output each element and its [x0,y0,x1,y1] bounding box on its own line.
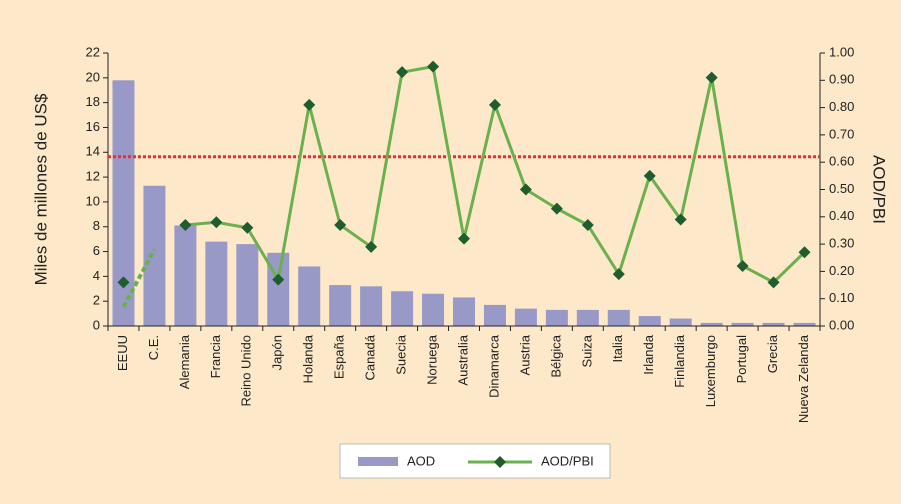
bar [607,309,630,326]
marker [705,71,718,84]
x-tick-label: Austria [517,334,532,375]
y-tick-label: 8 [93,218,100,233]
marker [612,268,625,281]
marker [427,60,440,73]
x-tick-label: Suiza [579,334,594,367]
marker [458,232,470,245]
y2-axis-label: AOD/PBI [870,155,889,224]
y2-tick-label: 0.10 [829,290,854,305]
marker [674,213,687,226]
bar [731,322,754,326]
y2-tick-label: 0.90 [829,72,854,87]
x-tick-label: EEUU [115,335,130,371]
y-axis-label: Miles de millones de US$ [31,93,50,285]
legend-swatch [358,457,398,466]
marker [736,259,749,272]
bar [329,285,352,326]
y2-tick-label: 0.50 [829,181,854,196]
y-tick-label: 4 [93,268,100,283]
marker [767,276,780,289]
legend-label: AOD [407,453,435,468]
x-tick-label: Japón [270,335,285,370]
legend-label: AOD/PBI [541,453,594,468]
bar [236,244,259,326]
marker [117,276,130,289]
x-tick-label: Suecia [394,334,409,375]
bar [545,309,568,326]
marker [272,273,285,286]
bar [205,241,228,326]
x-tick-label: Alemania [177,334,192,389]
marker [334,218,347,231]
y2-tick-label: 0.40 [829,208,854,223]
marker [581,218,594,231]
marker [488,98,501,111]
marker [241,221,254,234]
x-tick-label: Italia [610,334,625,362]
x-tick-label: Holanda [301,334,316,383]
bar [514,308,537,326]
bar [453,297,475,326]
bar [793,322,816,326]
marker [365,240,378,253]
y-tick-label: 22 [86,44,100,59]
x-tick-label: Dinamarca [486,334,501,398]
y2-tick-label: 0.80 [829,99,854,114]
bar [762,322,785,326]
marker [798,246,811,259]
x-tick-label: Bélgica [548,334,563,377]
x-tick-label: Portugal [734,335,749,384]
bar [638,316,661,326]
x-tick-label: Reino Unido [239,335,254,407]
y-tick-label: 10 [86,193,100,208]
bar [576,309,599,326]
marker [303,98,316,111]
bar [391,291,414,326]
y-tick-label: 0 [93,317,100,332]
y2-tick-label: 1.00 [829,44,854,59]
x-tick-label: C.E. [146,335,161,360]
x-tick-label: Grecia [765,334,780,373]
x-tick-label: Canadá [363,334,378,380]
marker [550,202,563,215]
y2-tick-label: 0.00 [829,317,854,332]
marker [210,216,223,229]
y-tick-label: 14 [86,144,100,159]
legend-marker [494,456,506,468]
y-tick-label: 6 [93,243,100,258]
bar [112,80,135,326]
y2-tick-label: 0.70 [829,126,854,141]
x-tick-label: Luxemburgo [703,335,718,407]
y2-tick-label: 0.60 [829,154,854,169]
bar [174,225,197,326]
bar [669,318,692,326]
bar [360,286,383,326]
x-tick-label: Finlandia [672,334,687,388]
bar [422,293,445,326]
marker [179,218,192,231]
marker [519,183,532,196]
x-tick-label: Noruega [424,334,439,385]
y-tick-label: 2 [93,293,100,308]
bar [700,322,723,326]
bar [298,266,321,326]
marker [643,169,656,182]
y-tick-label: 18 [86,94,100,109]
y-tick-label: 12 [86,169,100,184]
x-tick-label: Nueva Zelanda [796,334,811,423]
x-tick-label: Francia [208,334,223,378]
x-tick-label: Irlanda [641,334,656,375]
dashed-segment [121,248,157,308]
x-tick-label: Australia [455,334,470,385]
marker [396,66,409,79]
bar [483,304,506,326]
y2-tick-label: 0.20 [829,263,854,278]
y-tick-label: 20 [86,69,100,84]
bar [143,185,166,326]
x-tick-label: España [332,334,347,379]
y2-tick-label: 0.30 [829,236,854,251]
y-tick-label: 16 [86,119,100,134]
